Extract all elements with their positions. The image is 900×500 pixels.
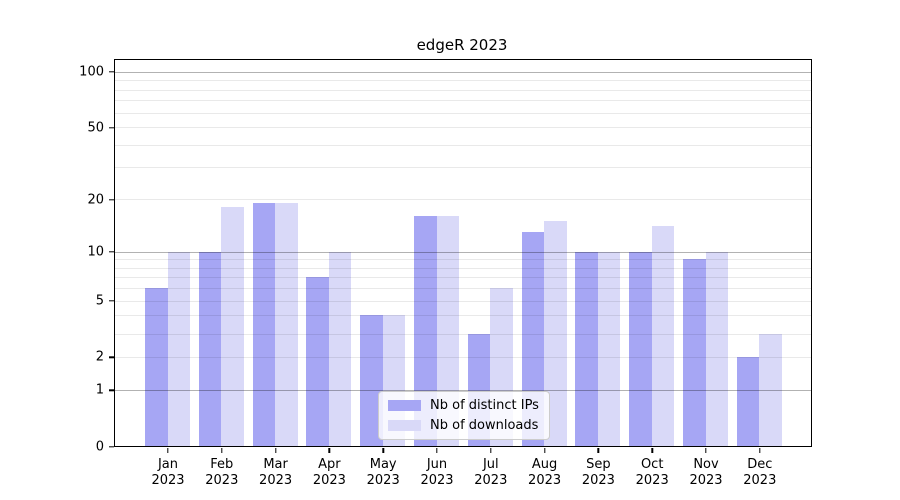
x-tick-mark-may: [382, 448, 384, 453]
gridline-5: [115, 300, 811, 302]
chart-title: edgeR 2023: [416, 36, 508, 54]
x-tick-label-may: May 2023: [366, 457, 400, 489]
gridline-20: [115, 199, 811, 200]
bar-ips-feb: [198, 251, 222, 446]
y-tick-mark-10: [109, 251, 114, 253]
x-tick-mark-feb: [221, 448, 223, 453]
legend-swatch-icon: [388, 400, 421, 411]
bar-downloads-sep: [597, 251, 621, 446]
x-tick-label-sep: Sep 2023: [581, 457, 615, 489]
legend-label: Nb of distinct IPs: [430, 398, 539, 413]
x-tick-label-jul: Jul 2023: [474, 457, 508, 489]
bar-ips-jun: [414, 216, 437, 446]
bar-downloads-oct: [651, 226, 675, 446]
gridline-3: [115, 333, 811, 335]
x-tick-label-dec: Dec 2023: [743, 457, 777, 489]
gridline-1: [115, 389, 811, 391]
y-tick-label-0: 0: [95, 439, 104, 454]
gridline-50: [115, 127, 811, 128]
gridline-10: [115, 251, 811, 253]
gridline-80: [115, 89, 811, 91]
plot-area: Nb of distinct IPs Nb of downloads: [114, 59, 812, 447]
gridline-2: [115, 356, 811, 358]
gridline-8: [115, 267, 811, 269]
y-tick-mark-0: [109, 445, 114, 448]
gridline-4: [115, 315, 811, 317]
y-tick-mark-1: [109, 389, 114, 391]
bar-ips-mar: [252, 203, 276, 446]
bar-ips-apr: [306, 277, 329, 446]
y-tick-mark-100: [109, 71, 114, 73]
x-tick-mark-apr: [328, 448, 331, 453]
gridline-100: [115, 71, 811, 73]
legend: Nb of distinct IPs Nb of downloads: [378, 391, 550, 440]
legend-label: Nb of downloads: [430, 418, 539, 433]
y-tick-label-2: 2: [95, 349, 104, 365]
x-tick-label-apr: Apr 2023: [312, 457, 346, 489]
y-tick-mark-20: [109, 198, 114, 201]
x-tick-label-mar: Mar 2023: [259, 457, 293, 489]
y-tick-mark-50: [109, 126, 114, 129]
y-tick-label-5: 5: [95, 293, 104, 309]
bar-ips-may: [360, 315, 383, 446]
x-tick-label-feb: Feb 2023: [205, 457, 239, 489]
gridline-30: [115, 167, 811, 169]
bar-downloads-feb: [221, 207, 244, 446]
x-tick-mark-jul: [490, 448, 492, 453]
gridline-9: [115, 259, 811, 261]
x-tick-label-jun: Jun 2023: [420, 457, 454, 489]
x-tick-mark-nov: [705, 448, 707, 453]
y-tick-mark-5: [109, 300, 114, 302]
x-tick-mark-aug: [543, 448, 546, 453]
x-tick-mark-jan: [167, 448, 169, 453]
legend-item: Nb of distinct IPs: [388, 398, 539, 413]
y-tick-label-50: 50: [87, 120, 104, 135]
x-tick-mark-mar: [274, 448, 277, 453]
gridlines-layer: [115, 60, 811, 446]
x-tick-mark-oct: [651, 448, 653, 453]
x-tick-mark-dec: [759, 448, 761, 453]
bar-ips-sep: [575, 251, 598, 446]
gridline-6: [115, 288, 811, 290]
bar-ips-oct: [629, 251, 652, 446]
x-tick-mark-jun: [436, 448, 438, 453]
gridline-90: [115, 80, 811, 82]
legend-swatch-icon: [388, 420, 421, 431]
legend-item: Nb of downloads: [388, 418, 539, 433]
x-tick-label-jan: Jan 2023: [151, 457, 185, 489]
bar-downloads-jun: [436, 216, 459, 446]
x-tick-mark-sep: [597, 448, 600, 453]
gridline-70: [115, 100, 811, 102]
x-tick-label-aug: Aug 2023: [528, 457, 562, 489]
y-tick-label-100: 100: [79, 64, 104, 80]
gridline-60: [115, 112, 811, 114]
bar-downloads-nov: [705, 251, 728, 446]
bar-ips-jan: [145, 288, 168, 446]
y-tick-label-10: 10: [87, 244, 104, 260]
bar-downloads-jan: [167, 251, 190, 446]
bar-downloads-dec: [759, 333, 782, 446]
bar-downloads-apr: [328, 251, 352, 446]
x-tick-label-nov: Nov 2023: [689, 457, 723, 489]
y-tick-label-1: 1: [95, 382, 104, 398]
bar-downloads-aug: [544, 221, 567, 446]
x-tick-label-oct: Oct 2023: [635, 457, 669, 489]
y-tick-label-20: 20: [87, 192, 104, 207]
bar-downloads-mar: [275, 203, 298, 446]
gridline-40: [115, 144, 811, 146]
y-tick-mark-2: [109, 356, 114, 359]
bar-ips-nov: [683, 259, 706, 446]
gridline-7: [115, 277, 811, 279]
bar-ips-dec: [736, 356, 760, 446]
